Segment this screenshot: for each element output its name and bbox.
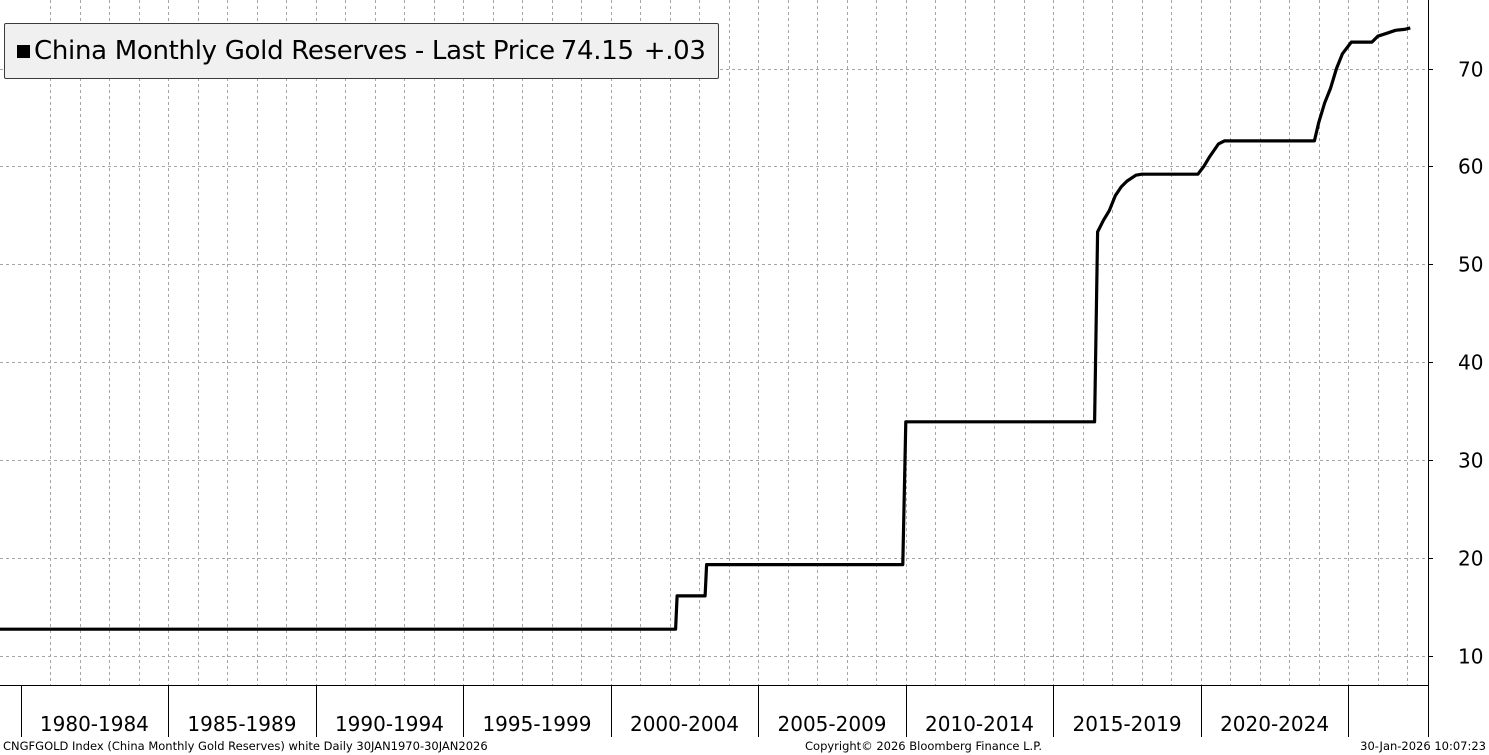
footer-timestamp: 30-Jan-2026 10:07:23 (1360, 739, 1486, 753)
legend-label: China Monthly Gold Reserves - Last Price (34, 36, 555, 66)
footer-copyright: Copyright© 2026 Bloomberg Finance L.P. (805, 739, 1042, 753)
x-tick-label: 2020-2024 (1220, 712, 1329, 736)
y-tick-label: 40 (1458, 351, 1483, 375)
x-tick-label: 2015-2019 (1073, 712, 1182, 736)
y-tick-label: 50 (1458, 253, 1483, 277)
x-axis-labels: 1980-1984 1985-1989 1990-1994 1995-1999 2000… (40, 712, 1329, 736)
y-tick-label: 60 (1458, 155, 1483, 179)
series-layer (0, 26, 1411, 631)
x-tick-label: 2000-2004 (630, 712, 739, 736)
x-tick-label: 2010-2014 (925, 712, 1034, 736)
footer-ticker-info: CNGFGOLD Index (China Monthly Gold Reser… (3, 739, 488, 753)
y-tick-label: 70 (1458, 58, 1483, 82)
legend-last-price: 74.15 (560, 36, 634, 66)
x-tick-label: 1990-1994 (335, 712, 444, 736)
legend: China Monthly Gold Reserves - Last Price… (4, 23, 719, 79)
grid-layer (0, 0, 1428, 685)
y-tick-label: 30 (1458, 449, 1483, 473)
x-tick-label: 1980-1984 (40, 712, 149, 736)
y-axis-labels: 10 20 30 40 50 60 70 (1458, 58, 1483, 669)
x-tick-label: 2005-2009 (778, 712, 887, 736)
series-line-gold-reserves (0, 26, 1411, 631)
x-tick-label: 1985-1989 (187, 712, 296, 736)
y-tick-label: 10 (1458, 645, 1483, 669)
legend-swatch-icon (17, 44, 30, 58)
axis-layer (0, 0, 1433, 737)
y-tick-label: 20 (1458, 547, 1483, 571)
x-tick-label: 1995-1999 (482, 712, 591, 736)
legend-change: +.03 (643, 36, 706, 66)
